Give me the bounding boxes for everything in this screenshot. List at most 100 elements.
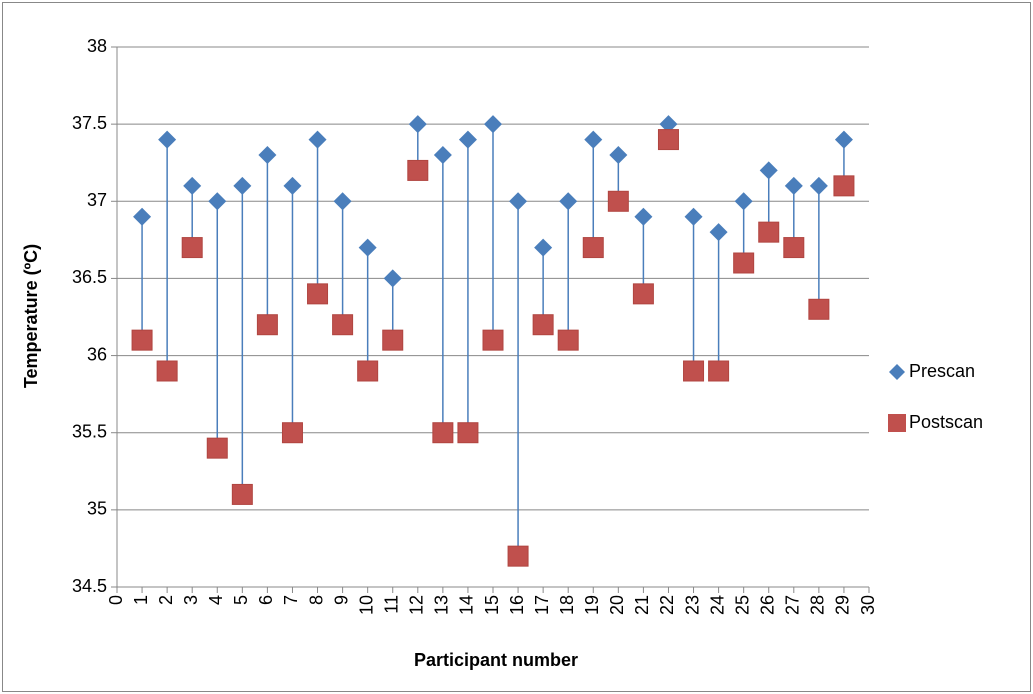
x-tick-label: 9 xyxy=(331,595,351,605)
point xyxy=(482,329,504,351)
legend-label: Postscan xyxy=(909,412,983,432)
x-tick-label: 26 xyxy=(757,595,777,615)
x-tick-label: 4 xyxy=(206,595,226,605)
y-tick-label: 37.5 xyxy=(72,113,107,133)
point xyxy=(683,360,705,382)
y-tick-label: 36 xyxy=(87,344,107,364)
point xyxy=(509,192,528,211)
point xyxy=(432,422,454,444)
x-tick-label: 25 xyxy=(732,595,752,615)
point xyxy=(208,192,227,211)
point xyxy=(407,159,429,181)
point xyxy=(634,207,653,226)
point xyxy=(383,269,402,288)
point xyxy=(632,283,654,305)
x-tick-label: 19 xyxy=(582,595,602,615)
y-tick-label: 35.5 xyxy=(72,421,107,441)
point xyxy=(457,422,479,444)
point xyxy=(283,176,302,195)
point xyxy=(484,115,502,134)
point xyxy=(783,237,805,259)
x-tick-label: 22 xyxy=(657,595,677,615)
x-tick-label: 28 xyxy=(808,595,828,615)
x-tick-label: 16 xyxy=(507,595,527,615)
point xyxy=(684,207,703,226)
x-tick-label: 30 xyxy=(858,595,878,615)
point xyxy=(256,314,278,336)
point xyxy=(183,176,202,195)
point xyxy=(708,360,730,382)
point xyxy=(808,298,830,320)
x-tick-label: 20 xyxy=(607,595,627,615)
point xyxy=(607,190,629,212)
x-tick-label: 2 xyxy=(156,595,176,605)
point xyxy=(133,207,152,226)
legend-marker xyxy=(889,364,905,380)
x-tick-label: 17 xyxy=(532,595,552,615)
x-tick-label: 21 xyxy=(632,595,652,615)
point xyxy=(609,146,628,164)
point xyxy=(458,130,477,149)
x-tick-label: 10 xyxy=(356,595,376,615)
y-tick-label: 38 xyxy=(87,36,107,56)
point xyxy=(307,283,329,305)
x-tick-label: 6 xyxy=(256,595,276,605)
x-tick-label: 15 xyxy=(482,595,502,615)
y-tick-label: 35 xyxy=(87,499,107,519)
point xyxy=(333,192,352,211)
x-tick-label: 1 xyxy=(131,595,151,605)
y-tick-label: 34.5 xyxy=(72,576,107,596)
x-tick-label: 18 xyxy=(557,595,577,615)
point xyxy=(156,360,178,382)
point xyxy=(231,483,253,505)
point xyxy=(181,237,203,259)
y-tick-label: 37 xyxy=(87,190,107,210)
point xyxy=(233,176,252,195)
point xyxy=(733,252,755,274)
point xyxy=(507,545,529,567)
point xyxy=(131,329,153,351)
point xyxy=(557,329,579,351)
point xyxy=(534,238,553,257)
x-tick-label: 23 xyxy=(682,595,702,615)
point xyxy=(206,437,228,459)
point xyxy=(809,176,828,195)
point xyxy=(784,176,803,195)
point xyxy=(308,130,327,149)
legend-marker xyxy=(888,414,906,432)
point xyxy=(158,130,177,149)
point xyxy=(382,329,404,351)
point xyxy=(734,192,753,211)
point xyxy=(357,360,379,382)
point xyxy=(433,146,452,164)
point xyxy=(833,175,855,197)
x-tick-label: 14 xyxy=(457,595,477,615)
point xyxy=(258,146,277,164)
x-tick-label: 12 xyxy=(407,595,427,615)
point xyxy=(332,314,354,336)
legend-label: Prescan xyxy=(909,361,975,381)
x-tick-label: 8 xyxy=(306,595,326,605)
x-axis-label: Participant number xyxy=(414,650,578,670)
y-axis-label: Temperature (ºC) xyxy=(21,244,41,388)
point xyxy=(657,129,679,151)
point xyxy=(559,192,578,211)
x-tick-label: 5 xyxy=(231,595,251,605)
point xyxy=(408,115,427,134)
point xyxy=(584,130,603,149)
x-tick-label: 27 xyxy=(783,595,803,615)
x-tick-label: 7 xyxy=(281,595,301,605)
point xyxy=(281,422,303,444)
x-tick-label: 24 xyxy=(707,595,727,615)
x-tick-label: 3 xyxy=(181,595,201,605)
point xyxy=(834,130,853,149)
y-tick-label: 36.5 xyxy=(72,267,107,287)
x-tick-label: 0 xyxy=(106,595,126,605)
point xyxy=(532,314,554,336)
x-tick-label: 29 xyxy=(833,595,853,615)
point xyxy=(582,237,604,259)
point xyxy=(758,221,780,243)
